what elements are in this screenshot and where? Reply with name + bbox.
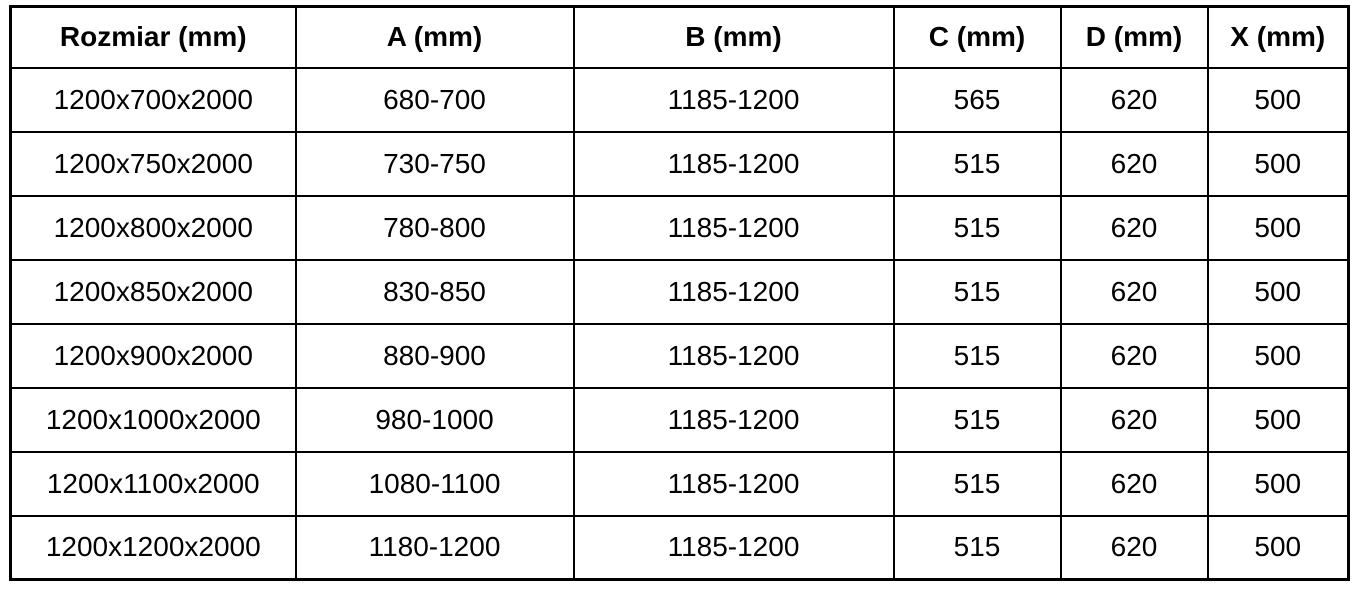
table-row: 1200x800x2000 780-800 1185-1200 515 620 500: [9, 194, 1350, 261]
size-spec-table: Rozmiar (mm) A (mm) B (mm) C (mm) D (mm) X (m…: [9, 5, 1350, 581]
table-head: Rozmiar (mm) A (mm) B (mm) C (mm) D (mm) X (m…: [9, 5, 1350, 69]
table-cell: 1080-1100: [294, 450, 575, 517]
table-cell: 1185-1200: [572, 66, 895, 133]
table-row: 1200x1100x2000 1080-1100 1185-1200 515 620 50…: [9, 450, 1350, 517]
table-cell: 620: [1059, 450, 1209, 517]
table-cell: 1185-1200: [572, 514, 895, 581]
table-cell: 620: [1059, 258, 1209, 325]
table-cell: 620: [1059, 514, 1209, 581]
table-cell: 1200x900x2000: [9, 322, 297, 389]
table-cell: 515: [892, 258, 1062, 325]
table-cell: 980-1000: [294, 386, 575, 453]
table-cell: 1200x1000x2000: [9, 386, 297, 453]
table-cell: 500: [1206, 386, 1350, 453]
header-row: Rozmiar (mm) A (mm) B (mm) C (mm) D (mm) X (m…: [9, 5, 1350, 69]
column-header: X (mm): [1206, 5, 1350, 69]
column-header: C (mm): [892, 5, 1062, 69]
table-cell: 515: [892, 194, 1062, 261]
column-header: B (mm): [572, 5, 895, 69]
table-cell: 1200x1100x2000: [9, 450, 297, 517]
table-cell: 515: [892, 322, 1062, 389]
table-cell: 500: [1206, 258, 1350, 325]
table-cell: 565: [892, 66, 1062, 133]
column-header: D (mm): [1059, 5, 1209, 69]
table-row: 1200x1000x2000 980-1000 1185-1200 515 620 500: [9, 386, 1350, 453]
table-cell: 730-750: [294, 130, 575, 197]
column-header: A (mm): [294, 5, 575, 69]
table-cell: 620: [1059, 194, 1209, 261]
table-cell: 515: [892, 514, 1062, 581]
table-row: 1200x700x2000 680-700 1185-1200 565 620 500: [9, 66, 1350, 133]
table-cell: 1185-1200: [572, 322, 895, 389]
table-row: 1200x850x2000 830-850 1185-1200 515 620 500: [9, 258, 1350, 325]
table-cell: 1185-1200: [572, 258, 895, 325]
table-row: 1200x1200x2000 1180-1200 1185-1200 515 620 50…: [9, 514, 1350, 581]
table-cell: 1200x1200x2000: [9, 514, 297, 581]
table-cell: 500: [1206, 66, 1350, 133]
table-cell: 1200x800x2000: [9, 194, 297, 261]
table-cell: 515: [892, 450, 1062, 517]
table-cell: 500: [1206, 194, 1350, 261]
table-cell: 1200x850x2000: [9, 258, 297, 325]
table-cell: 500: [1206, 450, 1350, 517]
table-cell: 500: [1206, 322, 1350, 389]
table-cell: 620: [1059, 66, 1209, 133]
table-body: 1200x700x2000 680-700 1185-1200 565 620 500 12…: [9, 66, 1350, 581]
table-cell: 515: [892, 386, 1062, 453]
table-cell: 830-850: [294, 258, 575, 325]
table-cell: 1200x750x2000: [9, 130, 297, 197]
table-cell: 515: [892, 130, 1062, 197]
table-cell: 1185-1200: [572, 450, 895, 517]
table-cell: 880-900: [294, 322, 575, 389]
table-cell: 500: [1206, 514, 1350, 581]
table-cell: 620: [1059, 386, 1209, 453]
table-cell: 1185-1200: [572, 130, 895, 197]
table-cell: 500: [1206, 130, 1350, 197]
table-cell: 1180-1200: [294, 514, 575, 581]
column-header: Rozmiar (mm): [9, 5, 297, 69]
table-cell: 1200x700x2000: [9, 66, 297, 133]
table-row: 1200x900x2000 880-900 1185-1200 515 620 500: [9, 322, 1350, 389]
table-cell: 620: [1059, 130, 1209, 197]
table-cell: 780-800: [294, 194, 575, 261]
table-cell: 1185-1200: [572, 386, 895, 453]
table-row: 1200x750x2000 730-750 1185-1200 515 620 500: [9, 130, 1350, 197]
table-cell: 620: [1059, 322, 1209, 389]
table-cell: 1185-1200: [572, 194, 895, 261]
table-cell: 680-700: [294, 66, 575, 133]
